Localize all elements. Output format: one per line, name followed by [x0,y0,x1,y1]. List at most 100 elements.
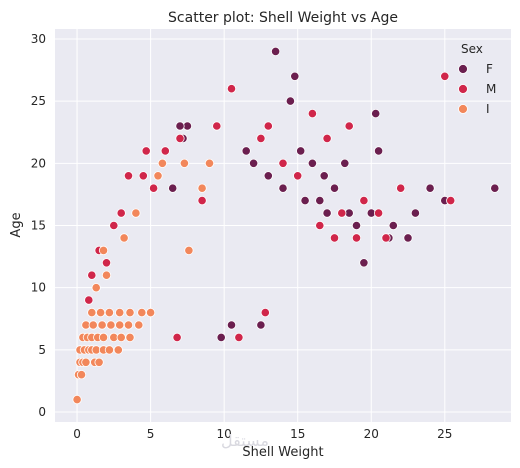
legend-label-m: M [486,82,496,96]
scatter-point-i [123,320,134,330]
scatter-point-f [216,332,226,342]
scatter-point-f [490,183,500,193]
scatter-point-i [116,332,126,342]
scatter-point-m [337,208,347,218]
scatter-point-i [98,332,109,342]
scatter-point-m [351,233,362,243]
scatter-point-m [101,258,112,268]
scatter-point-m [278,158,288,168]
scatter-point-f [373,146,384,156]
scatter-point-f [285,96,295,106]
scatter-point-f [263,171,273,181]
scatter-point-m [197,196,207,206]
scatter-point-f [249,158,259,168]
scatter-point-i [125,332,135,342]
scatter-point-i [146,307,156,318]
scatter-point-m [138,171,148,181]
scatter-point-m [234,332,244,342]
scatter-point-i [113,345,123,355]
scatter-point-m [87,270,97,280]
y-tick-label: 0 [38,405,46,419]
x-axis-label: Shell Weight [242,445,323,460]
scatter-point-i [91,283,101,293]
scatter-point-m [256,133,266,143]
scatter-point-f [307,158,317,168]
scatter-point-i [179,158,189,168]
scatter-point-m [446,196,456,206]
scatter-point-f [270,46,281,57]
scatter-point-i [104,307,115,318]
scatter-point-f [241,146,251,156]
scatter-point-m [329,233,340,243]
scatter-point-i [98,245,109,255]
scatter-point-m [160,146,170,156]
x-tick-label: 20 [364,427,379,441]
scatter-point-f [296,146,306,156]
y-tick-label: 10 [31,281,46,295]
scatter-point-m [381,233,391,243]
scatter-point-f [403,233,413,243]
scatter-point-f [278,183,288,193]
scatter-point-f [410,208,420,218]
scatter-point-f [315,196,325,206]
scatter-point-f [175,121,185,131]
y-tick-label: 20 [31,156,46,170]
scatter-point-m [172,332,182,342]
scatter-point-i [119,233,129,243]
scatter-point-i [134,320,144,330]
scatter-point-i [157,158,167,168]
scatter-point-m [440,71,450,81]
scatter-point-f [340,158,350,168]
scatter-point-m [263,121,273,131]
scatter-point-m [293,171,303,181]
scatter-point-m [396,183,406,193]
scatter-point-i [101,270,112,280]
x-tick-label: 10 [217,427,232,441]
scatter-point-f [351,220,362,231]
scatter-point-m [109,220,119,231]
y-tick-label: 5 [38,343,46,357]
scatter-point-m [260,307,270,318]
scatter-point-i [184,245,194,255]
scatter-point-m [359,196,369,206]
legend-label-i: I [486,102,490,116]
legend-marker-i [458,104,468,114]
scatter-point-i [131,208,141,218]
scatter-point-m [212,121,222,131]
scatter-point-i [76,370,87,380]
scatter-point-m [123,171,134,181]
y-axis-label: Age [9,212,24,237]
scatter-point-i [81,357,91,367]
scatter-point-m [116,208,126,218]
scatter-point-i [115,307,125,318]
scatter-point-m [149,183,159,193]
scatter-point-m [141,146,151,156]
scatter-point-f [359,258,369,268]
scatter-point-m [373,208,384,218]
scatter-point-i [97,320,107,330]
scatter-point-m [315,220,325,231]
tick-labels: 0 5 10 15 20 25 0 5 10 15 20 25 30 [31,32,453,441]
scatter-point-i [197,183,207,193]
scatter-point-i [72,394,82,405]
scatter-point-f [290,71,300,81]
scatter-point-f [388,220,398,231]
legend-marker-f [458,64,468,74]
scatter-point-i [153,171,163,181]
scatter-point-i [204,158,215,168]
scatter-point-m [307,109,317,119]
scatter-point-i [137,307,147,318]
watermark-text: مستقل [221,431,269,450]
y-tick-label: 15 [31,219,46,233]
x-tick-label: 5 [147,427,155,441]
scatter-point-i [106,320,116,330]
scatter-point-m [344,121,354,131]
scatter-point-f [168,183,178,193]
scatter-point-i [125,307,135,318]
chart-title: Scatter plot: Shell Weight vs Age [168,10,398,26]
x-tick-label: 15 [290,427,305,441]
scatter-point-i [104,345,115,355]
y-tick-label: 25 [31,94,46,108]
legend-title: Sex [461,42,483,56]
